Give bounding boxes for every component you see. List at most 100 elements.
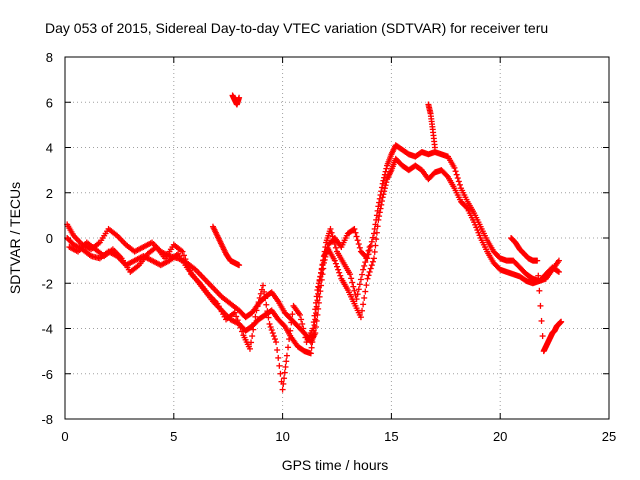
data-point <box>281 369 288 376</box>
data-point <box>378 198 385 205</box>
data-point <box>383 179 390 186</box>
data-point <box>359 307 366 314</box>
data-point <box>319 262 326 269</box>
data-point <box>352 229 359 236</box>
y-tick-label: 0 <box>46 231 53 246</box>
data-point <box>451 164 458 171</box>
data-point <box>349 279 356 286</box>
data-point <box>365 247 372 254</box>
data-point <box>327 225 334 232</box>
data-point <box>313 293 320 300</box>
data-point <box>336 269 343 276</box>
data-point <box>315 280 322 287</box>
data-point <box>362 259 369 266</box>
data-point <box>377 205 384 212</box>
data-point <box>301 330 308 337</box>
data-point <box>366 268 373 275</box>
y-tick-label: 4 <box>46 141 53 156</box>
x-tick-label: 25 <box>602 429 616 444</box>
data-point <box>356 281 363 288</box>
data-point <box>183 259 190 266</box>
data-point <box>363 282 370 289</box>
data-point <box>180 252 187 259</box>
data-point <box>361 294 368 301</box>
data-point <box>351 225 358 232</box>
data-point <box>368 238 375 245</box>
data-point <box>332 244 339 251</box>
data-point <box>269 330 276 337</box>
plot-frame <box>64 56 610 420</box>
y-tick-label: 6 <box>46 95 53 110</box>
x-axis-label: GPS time / hours <box>282 457 389 473</box>
data-point <box>308 344 315 351</box>
data-point <box>310 319 317 326</box>
data-point <box>443 172 450 179</box>
data-point <box>285 344 292 351</box>
data-point <box>360 266 367 273</box>
y-tick-label: 8 <box>46 50 53 65</box>
data-point <box>363 255 370 262</box>
data-point <box>236 262 243 269</box>
data-point <box>367 265 374 272</box>
data-point <box>316 276 323 283</box>
data-point <box>298 316 305 323</box>
data-point <box>262 295 269 302</box>
data-point <box>331 241 338 248</box>
data-point <box>236 94 243 101</box>
data-point <box>254 303 261 310</box>
data-point <box>359 271 366 278</box>
data-point <box>534 257 541 264</box>
data-point <box>381 185 388 192</box>
data-point <box>257 290 264 297</box>
data-point <box>273 339 280 346</box>
data-point <box>283 358 290 365</box>
data-point <box>364 251 371 258</box>
data-point <box>538 317 545 324</box>
y-tick-label: 2 <box>46 186 53 201</box>
data-point <box>283 352 290 359</box>
data-point <box>280 380 287 387</box>
data-point <box>431 144 438 151</box>
data-point <box>337 272 344 279</box>
y-tick-label: -2 <box>41 276 53 291</box>
data-point <box>246 345 253 352</box>
data-point <box>370 255 377 262</box>
data-point <box>539 333 546 340</box>
data-point <box>332 260 339 267</box>
data-point <box>311 322 318 329</box>
data-point <box>267 323 274 330</box>
data-point <box>378 201 385 208</box>
data-point <box>268 327 275 334</box>
data-point <box>369 234 376 241</box>
chart-title: Day 053 of 2015, Sidereal Day-to-day VTE… <box>45 20 548 36</box>
data-point <box>453 171 460 178</box>
data-point <box>372 242 379 249</box>
data-point <box>331 257 338 264</box>
data-point <box>554 268 561 275</box>
data-point <box>555 257 562 264</box>
data-point <box>281 375 288 382</box>
data-point <box>320 257 327 264</box>
data-point <box>347 271 354 278</box>
y-tick-label: -4 <box>41 322 53 337</box>
data-point <box>270 333 277 340</box>
data-point <box>289 311 296 318</box>
data-point <box>558 318 565 325</box>
data-point <box>330 237 337 244</box>
data-point <box>348 275 355 282</box>
data-point <box>360 301 367 308</box>
data-point <box>286 336 293 343</box>
data-point <box>376 209 383 216</box>
data-point <box>375 216 382 223</box>
data-point <box>312 299 319 306</box>
data-point <box>276 362 283 369</box>
x-tick-label: 10 <box>275 429 289 444</box>
data-point <box>378 184 385 191</box>
data-point <box>320 253 327 260</box>
data-point <box>265 314 272 321</box>
data-point <box>357 276 364 283</box>
data-point <box>314 287 321 294</box>
data-point <box>318 266 325 273</box>
data-point <box>322 244 329 251</box>
